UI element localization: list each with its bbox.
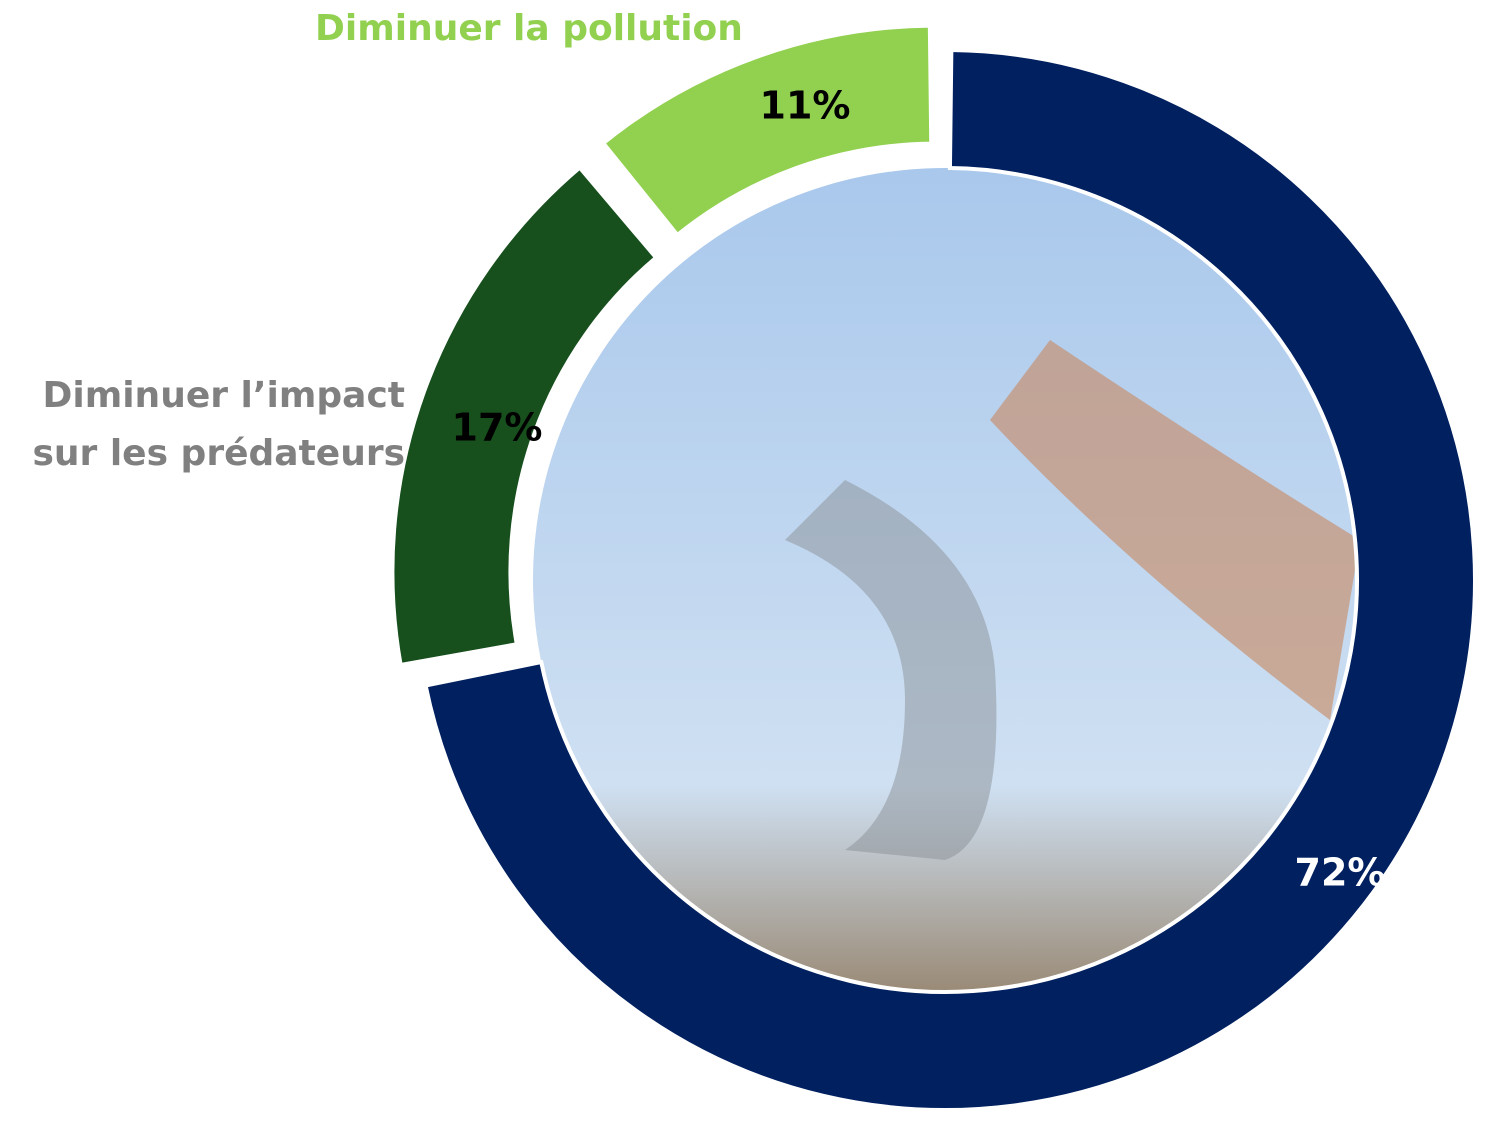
category-label: Diminuer l’impact sur les prédateurs — [0, 367, 405, 483]
category-label: Diminuer la pollution — [315, 0, 785, 58]
chart: 72% 17% 11% Diminuer l’impact sur les préd… — [0, 0, 1486, 1121]
value-label: 72% — [1295, 851, 1386, 895]
value-label: 17% — [452, 406, 543, 450]
donut-chart: 72% 17% 11% — [0, 0, 1486, 1121]
value-label: 11% — [760, 84, 851, 128]
